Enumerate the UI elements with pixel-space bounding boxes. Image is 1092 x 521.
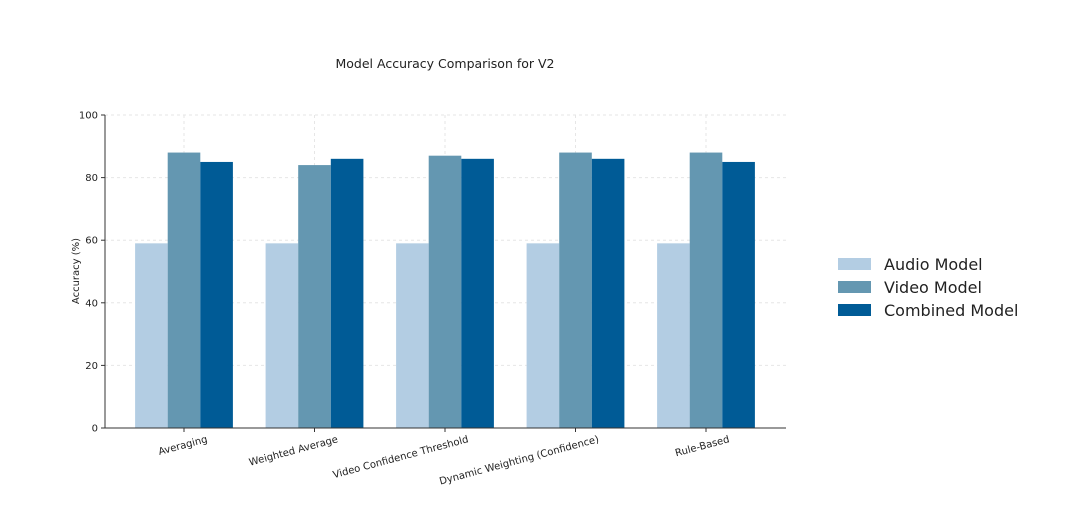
y-axis-label: Accuracy (%) [71, 238, 82, 304]
legend-swatch-combined-model [838, 304, 871, 316]
bar-video-model-3 [559, 152, 592, 428]
bar-video-model-2 [428, 155, 462, 428]
bar-audio-model-0 [135, 243, 168, 428]
bar-video-model-0 [167, 152, 201, 428]
x-tick-label: Weighted Average [248, 434, 339, 468]
y-tick-label: 20 [85, 361, 98, 372]
bar-video-model-1 [298, 165, 331, 428]
bar-combined-model-1 [330, 158, 364, 428]
bar-audio-model-2 [396, 243, 429, 428]
bars [135, 152, 755, 428]
legend-swatch-audio-model [838, 258, 871, 270]
legend-label-video-model: Video Model [884, 278, 982, 297]
y-tick-label: 100 [79, 111, 98, 122]
bar-combined-model-0 [200, 161, 233, 428]
legend: Audio Model Video Model Combined Model [838, 255, 1018, 320]
bar-combined-model-2 [461, 158, 494, 428]
legend-label-audio-model: Audio Model [884, 255, 983, 274]
y-tick-label: 80 [85, 173, 98, 184]
x-tick-label: Averaging [157, 434, 209, 458]
bar-combined-model-3 [591, 158, 625, 428]
bar-audio-model-1 [265, 243, 299, 428]
chart-title: Model Accuracy Comparison for V2 [335, 56, 554, 71]
bar-audio-model-3 [526, 243, 560, 428]
legend-label-combined-model: Combined Model [884, 301, 1018, 320]
x-tick-label: Rule-Based [674, 434, 731, 459]
legend-swatch-video-model [838, 281, 871, 293]
bar-video-model-4 [689, 152, 723, 428]
bar-combined-model-4 [722, 161, 755, 428]
y-tick-label: 40 [85, 298, 98, 309]
y-tick-label: 0 [92, 424, 98, 435]
y-tick-label: 60 [85, 236, 98, 247]
axes: 0 20 40 60 80 100 [79, 111, 786, 435]
bar-audio-model-4 [657, 243, 690, 428]
